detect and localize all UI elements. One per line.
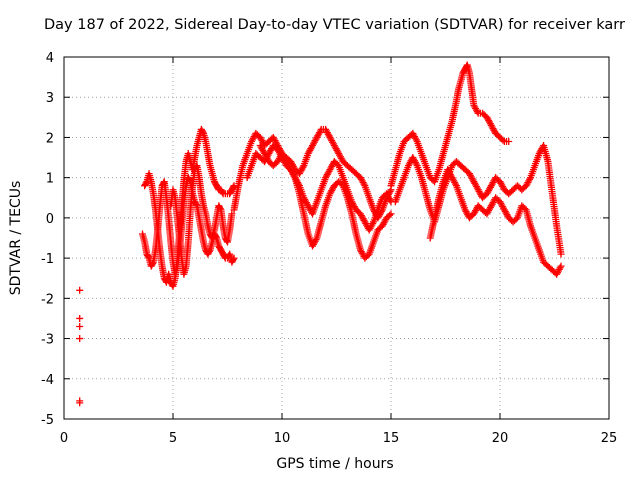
data-point <box>505 137 513 145</box>
data-point <box>229 255 237 263</box>
data-point <box>557 250 565 258</box>
y-tick-label: -1 <box>41 252 54 267</box>
data-point <box>299 163 307 171</box>
chart-title: Day 187 of 2022, Sidereal Day-to-day VTE… <box>44 17 625 33</box>
data-point <box>369 220 377 228</box>
y-tick-label: -3 <box>41 333 54 348</box>
data-point <box>295 180 303 188</box>
x-tick-label: 20 <box>492 431 509 446</box>
grid-lines <box>64 57 609 419</box>
y-tick-label: 1 <box>46 172 54 187</box>
data-point <box>316 127 324 135</box>
data-point <box>499 136 507 144</box>
data-point <box>230 254 238 262</box>
data-point <box>199 128 207 136</box>
data-point <box>557 262 565 270</box>
data-point <box>205 247 213 255</box>
y-tick-label: 4 <box>46 51 54 66</box>
y-axis-label: SDTVAR / TECUs <box>8 180 24 296</box>
data-point <box>386 211 394 219</box>
y-tick-label: 3 <box>46 91 54 106</box>
x-tick-label: 15 <box>383 431 400 446</box>
data-point <box>312 236 320 244</box>
data-point <box>229 183 237 191</box>
data-point <box>216 205 224 213</box>
data-point <box>387 210 395 218</box>
data-point <box>76 335 84 343</box>
data-point <box>473 108 481 116</box>
y-tick-label: -4 <box>41 373 54 388</box>
data-point <box>556 264 564 272</box>
plot-frame <box>63 56 610 420</box>
data-point <box>76 399 84 407</box>
data-point <box>526 175 534 183</box>
data-point <box>192 200 200 208</box>
data-point <box>142 179 150 187</box>
x-tick-label: 10 <box>274 431 291 446</box>
y-tick-label: -2 <box>41 292 54 307</box>
x-tick-label: 5 <box>169 431 177 446</box>
y-tick-label: 0 <box>46 212 54 227</box>
data-point <box>76 286 84 294</box>
data-point <box>186 176 194 184</box>
data-point <box>228 210 236 218</box>
data-point <box>76 314 84 322</box>
y-tick-label: -5 <box>41 413 54 428</box>
x-tick-label: 25 <box>601 431 618 446</box>
data-point <box>412 136 420 144</box>
data-points <box>76 61 565 407</box>
data-point <box>452 180 460 188</box>
data-point <box>149 259 157 267</box>
data-point <box>386 196 394 204</box>
y-tick-label: 2 <box>46 131 54 146</box>
axis-ticks: 0 5 10 15 20 25 -5 -4 -3 -2 -1 0 1 2 3 4 <box>41 51 617 446</box>
x-tick-label: 0 <box>60 431 68 446</box>
data-point <box>412 160 420 168</box>
x-axis-label: GPS time / hours <box>276 456 394 472</box>
data-point <box>76 322 84 330</box>
data-point <box>144 253 152 261</box>
data-point <box>360 180 368 188</box>
